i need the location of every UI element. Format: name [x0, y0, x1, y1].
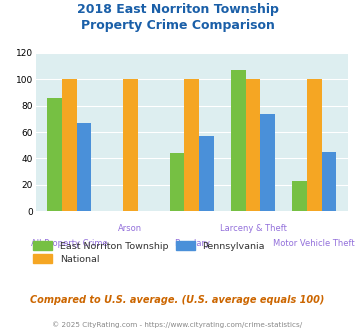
Text: Burglary: Burglary: [174, 239, 210, 248]
Text: Arson: Arson: [118, 224, 142, 233]
Bar: [199, 136, 214, 211]
Bar: [170, 153, 184, 211]
Text: Larceny & Theft: Larceny & Theft: [219, 224, 286, 233]
Bar: [62, 79, 77, 211]
Text: Compared to U.S. average. (U.S. average equals 100): Compared to U.S. average. (U.S. average …: [30, 295, 325, 305]
Bar: [307, 79, 322, 211]
Legend: East Norriton Township, National, Pennsylvania: East Norriton Township, National, Pennsy…: [29, 237, 269, 268]
Bar: [322, 152, 336, 211]
Bar: [260, 114, 275, 211]
Text: All Property Crime: All Property Crime: [31, 239, 108, 248]
Bar: [246, 79, 260, 211]
Bar: [292, 181, 307, 211]
Text: Motor Vehicle Theft: Motor Vehicle Theft: [273, 239, 355, 248]
Text: 2018 East Norriton Township
Property Crime Comparison: 2018 East Norriton Township Property Cri…: [77, 3, 278, 32]
Bar: [47, 98, 62, 211]
Text: © 2025 CityRating.com - https://www.cityrating.com/crime-statistics/: © 2025 CityRating.com - https://www.city…: [53, 322, 302, 328]
Bar: [77, 123, 91, 211]
Bar: [231, 70, 246, 211]
Bar: [123, 79, 138, 211]
Bar: [184, 79, 199, 211]
